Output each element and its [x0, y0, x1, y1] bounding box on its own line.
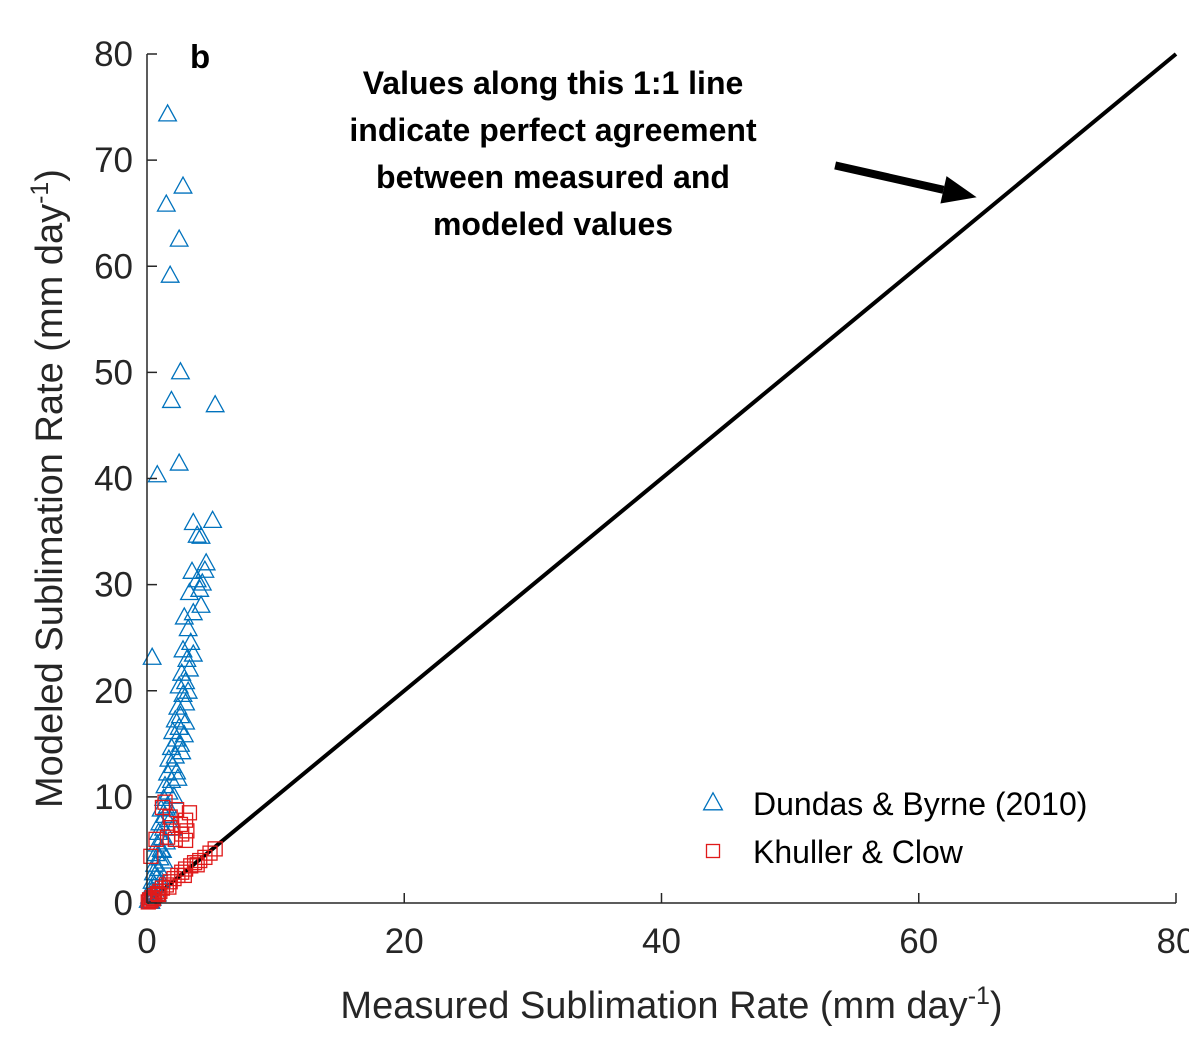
data-point	[148, 822, 169, 841]
x-axis-label-text: Measured Sublimation Rate (mm day	[340, 985, 967, 1027]
data-point	[196, 552, 217, 571]
x-tick-label: 60	[899, 922, 938, 961]
legend-label: Dundas & Byrne (2010)	[753, 786, 1087, 822]
data-point	[207, 841, 223, 857]
data-point	[179, 823, 195, 839]
x-tick-label: 20	[385, 922, 424, 961]
y-tick-label: 80	[94, 35, 133, 74]
data-point	[143, 893, 159, 909]
series-dundas-byrne	[138, 103, 226, 909]
y-tick-label: 70	[94, 141, 133, 180]
data-point	[169, 452, 190, 471]
legend: Dundas & Byrne (2010) Khuller & Clow	[702, 786, 1087, 870]
annotation-arrow-head	[940, 176, 977, 204]
x-tick-label: 80	[1157, 922, 1189, 961]
y-tick-label: 0	[114, 884, 133, 923]
data-point	[189, 857, 205, 873]
axis-labels: Measured Sublimation Rate (mm day-1)Mode…	[26, 38, 1003, 1027]
data-point	[179, 582, 200, 601]
data-point	[705, 843, 721, 859]
data-point	[159, 829, 176, 845]
data-point	[167, 831, 183, 847]
data-point	[166, 761, 187, 780]
data-point	[160, 264, 181, 283]
annotation-line: modeled values	[433, 206, 673, 242]
data-point	[166, 728, 187, 747]
panel-label: b	[190, 38, 210, 75]
data-point	[171, 741, 192, 760]
data-point	[143, 848, 159, 864]
legend-label: Khuller & Clow	[753, 834, 964, 870]
y-tick-label: 40	[94, 460, 133, 499]
data-point	[182, 560, 202, 579]
legend-item: Khuller & Clow	[705, 834, 964, 870]
data-point	[156, 193, 177, 212]
annotation-line: between measured and	[376, 159, 730, 195]
x-axis-label-tail: )	[990, 985, 1003, 1027]
x-tick-label: 0	[137, 922, 156, 961]
y-axis-label-superscript: -1	[26, 182, 54, 204]
x-tick-label: 40	[642, 922, 681, 961]
data-point	[167, 767, 188, 786]
data-point	[141, 892, 158, 908]
y-axis-label-tail: )	[29, 169, 71, 182]
annotation-arrow-shaft	[834, 161, 945, 194]
data-point	[192, 572, 213, 591]
x-axis-label: Measured Sublimation Rate (mm day-1)	[340, 982, 1002, 1027]
y-axis-label: Modeled Sublimation Rate (mm day-1)	[26, 169, 71, 808]
data-point	[160, 809, 181, 828]
series-khuller-clow	[140, 794, 223, 910]
data-point	[183, 602, 204, 621]
data-point	[194, 559, 215, 578]
data-point	[191, 525, 211, 544]
data-point	[183, 512, 204, 531]
y-tick-label: 60	[94, 247, 133, 286]
data-point	[202, 510, 223, 528]
plot-area	[138, 52, 1178, 910]
data-point	[177, 832, 194, 849]
y-tick-label: 10	[94, 778, 133, 817]
y-tick-label: 20	[94, 672, 133, 711]
data-point	[161, 390, 182, 409]
data-point	[157, 103, 178, 122]
data-point	[174, 724, 195, 743]
axes: 0 20 40 60 80 0 10 20 30 40 50 60 70 80	[94, 35, 1189, 961]
data-point	[147, 464, 168, 483]
data-point	[167, 696, 188, 715]
data-point	[169, 228, 190, 247]
y-axis-label-text: Modeled Sublimation Rate (mm day	[29, 204, 71, 808]
x-axis-label-superscript: -1	[968, 982, 990, 1010]
data-point	[170, 733, 191, 752]
data-point	[178, 618, 199, 637]
data-point	[173, 175, 193, 194]
one-to-one-line	[145, 52, 1178, 905]
data-point	[187, 524, 208, 543]
data-point	[179, 658, 200, 677]
data-point	[205, 394, 226, 413]
y-tick-label: 30	[94, 566, 133, 605]
data-point	[170, 361, 191, 380]
legend-item: Dundas & Byrne (2010)	[702, 786, 1087, 822]
annotation-line: indicate perfect agreement	[349, 112, 757, 148]
data-point	[178, 680, 199, 699]
data-point	[148, 831, 164, 847]
data-point	[175, 692, 196, 711]
data-point	[176, 649, 197, 668]
data-point	[192, 852, 208, 869]
data-point	[174, 606, 195, 625]
annotation-line: Values along this 1:1 line	[363, 65, 744, 101]
data-point	[187, 569, 208, 588]
data-point	[702, 791, 724, 811]
data-point	[146, 843, 166, 862]
data-point	[142, 646, 163, 665]
data-point	[189, 578, 210, 597]
annotation: Values along this 1:1 line indicate perfe…	[349, 65, 977, 242]
data-point	[176, 867, 192, 884]
data-point	[173, 684, 193, 703]
data-point	[191, 594, 211, 613]
y-tick-label: 50	[94, 353, 133, 392]
